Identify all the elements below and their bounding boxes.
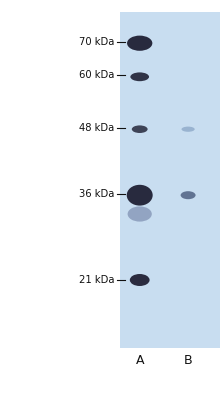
Bar <box>120 12 220 348</box>
Ellipse shape <box>127 185 153 206</box>
Ellipse shape <box>130 274 150 286</box>
Text: 21 kDa: 21 kDa <box>79 275 114 285</box>
Text: B: B <box>184 354 192 366</box>
Text: A: A <box>136 354 144 366</box>
Ellipse shape <box>130 72 149 81</box>
Ellipse shape <box>182 126 195 132</box>
Text: 36 kDa: 36 kDa <box>79 189 114 199</box>
Ellipse shape <box>132 125 148 133</box>
Ellipse shape <box>128 206 152 222</box>
Text: 60 kDa: 60 kDa <box>79 70 114 80</box>
Text: 70 kDa: 70 kDa <box>79 37 114 47</box>
Text: 48 kDa: 48 kDa <box>79 123 114 133</box>
Ellipse shape <box>127 36 152 51</box>
Ellipse shape <box>181 191 196 199</box>
